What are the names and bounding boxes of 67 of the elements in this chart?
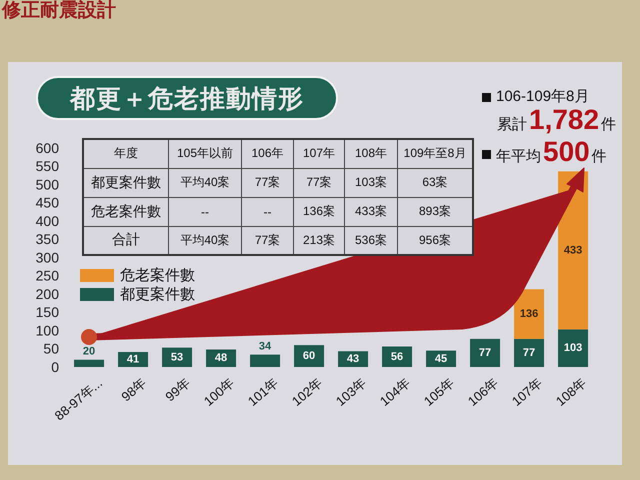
y-tick-label: 500 [36,176,60,192]
y-tick-label: 150 [36,304,60,320]
legend-label: 都更案件數 [120,284,195,304]
annotation: 108年 [344,139,398,168]
y-tick-label: 200 [36,286,60,302]
data-label: 34 [258,340,272,353]
y-tick-label: 100 [36,322,60,338]
data-label: 77 [478,346,492,359]
data-label: 20 [82,346,96,358]
y-tick-label: 550 [36,158,60,174]
annotation: 893案 [398,197,473,226]
annotation: 63案 [398,168,473,197]
x-tick-label: 105年 [420,375,458,409]
x-tick-label: 104年 [376,375,414,409]
data-label: 103 [564,342,582,354]
annotation: 536案 [344,226,398,255]
annotation: 105年以前 [168,139,242,168]
data-label: 41 [126,354,140,366]
x-tick-label: 102年 [288,375,326,409]
y-tick-label: 450 [36,194,60,211]
annotation: 年度 [83,139,168,168]
y-tick-label: 600 [36,140,60,156]
annotation: 77案 [242,168,294,197]
chart-title: 都更＋危老推動情形 [36,76,338,120]
data-label: 48 [214,352,228,364]
annotation: 213案 [294,226,344,255]
text: 106-109年8月 [496,88,590,106]
annotation: 危老案件數 [83,197,168,226]
legend-label: 危老案件數 [120,266,195,284]
data-label: 77 [522,346,536,359]
annotation: 956案 [398,226,473,255]
y-tick-label: 350 [36,231,60,248]
annotation: -- [242,197,294,226]
data-label: 433 [564,244,582,256]
x-tick-label: 100年 [200,375,238,409]
x-tick-label: 101年 [244,375,282,409]
annotation: 136案 [294,197,344,226]
annotation: 433案 [344,197,398,226]
annotation: 平均40案 [168,226,242,255]
annotation: 106年 [242,139,294,168]
annotation: -- [168,197,242,226]
x-tick-label: 106年 [464,375,502,409]
x-tick-label: 98年 [118,375,150,404]
annotation: 都更案件數 [83,168,168,197]
annotation: 109年至8月 [398,139,473,168]
data-label: 136 [520,308,538,320]
y-tick-label: 50 [43,340,60,357]
annotation: 合計 [83,226,168,255]
x-tick-label: 108年 [552,375,590,409]
data-label: 60 [302,350,316,362]
annotation: 77案 [242,226,294,255]
x-tick-label: 103年 [332,375,370,409]
y-tick-label: 0 [51,358,60,375]
y-tick-label: 300 [36,249,60,266]
text: 修正耐震設計 [2,0,116,22]
x-tick-label: 99年 [162,375,194,404]
data-label: 53 [170,351,184,364]
data-label: 43 [346,353,360,366]
annotation: 107年 [294,139,344,168]
y-tick-label: 400 [36,212,60,229]
data-label: 45 [434,352,448,365]
annotation: 平均40案 [168,168,242,197]
annotation: 77案 [294,168,344,197]
y-tick-label: 250 [36,268,60,284]
x-tick-label: 107年 [508,375,546,409]
data-label: 56 [390,350,404,363]
annotation: 103案 [344,168,398,197]
